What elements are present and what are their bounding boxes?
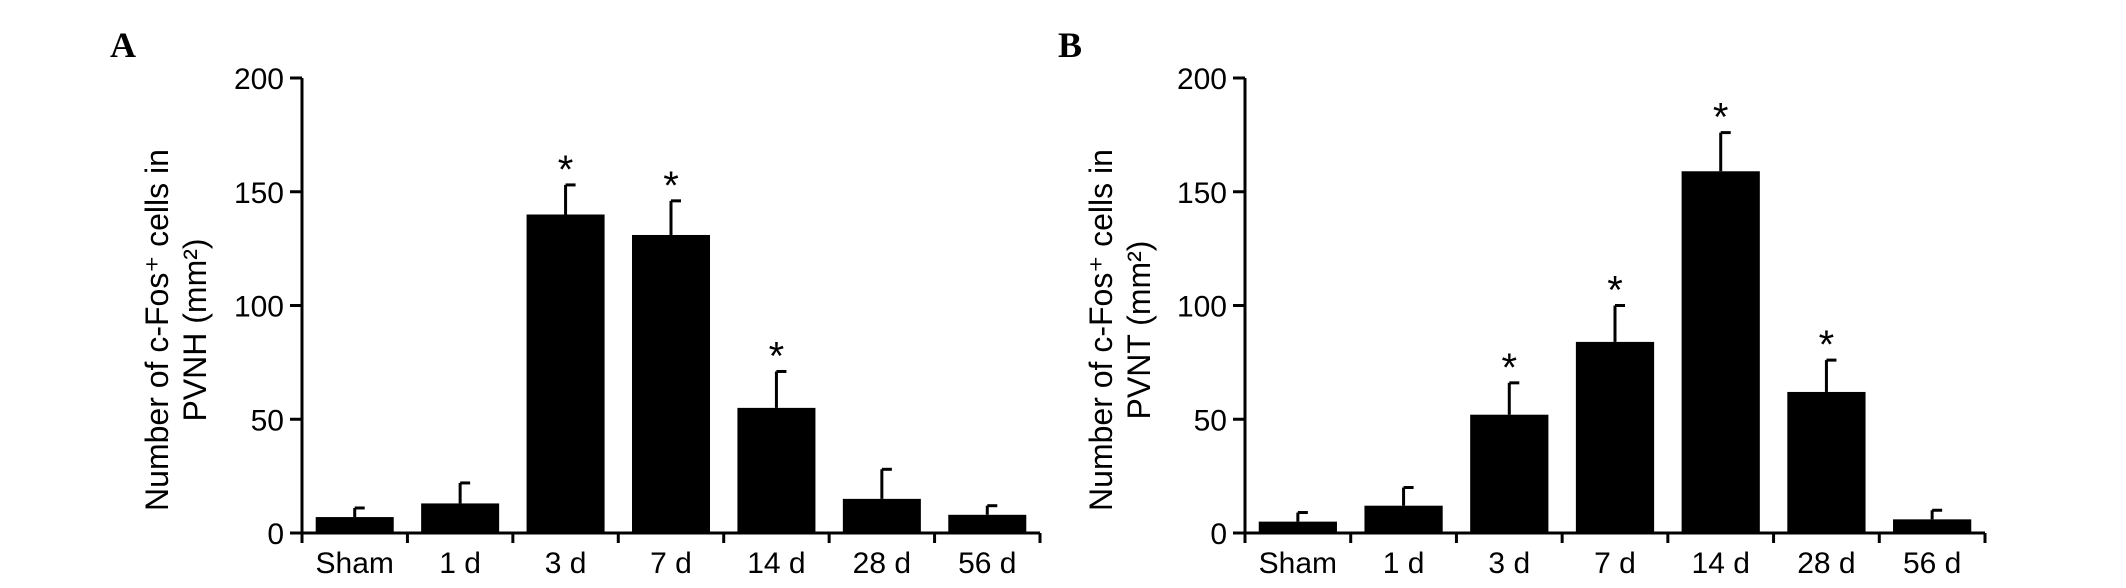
panel-b-y-axis-label-line1: Number of c-Fos⁺ cells in (1083, 149, 1119, 511)
panel-b-y-tick-label: 150 (1177, 177, 1227, 210)
panel-a-y-tick-label: 0 (267, 518, 284, 551)
panel-b-y-tick-label: 200 (1177, 63, 1227, 96)
panel-a-x-tick-label: 56 d (958, 547, 1016, 580)
panel-a-bar (948, 514, 1027, 533)
panel-a-x-tick-label: 1 d (439, 547, 481, 580)
panel-a-x-tick-label: 14 d (747, 547, 805, 580)
panel-b-x-tick-label: 3 d (1488, 547, 1530, 580)
panel-b-x-tick-label: 1 d (1383, 547, 1425, 580)
panel-a-letter: A (110, 25, 136, 65)
panel-b-x-tick-label: 14 d (1692, 547, 1750, 580)
panel-b-x-tick-label: 7 d (1594, 547, 1636, 580)
panel-a-x-tick-label: 3 d (545, 547, 587, 580)
panel-b-y-tick-label: 50 (1194, 404, 1227, 437)
panel-b-bar (1364, 505, 1443, 533)
panel-b-bar (1258, 521, 1337, 533)
panel-a-y-axis-label-line1: Number of c-Fos⁺ cells in (139, 149, 175, 511)
panel-a-bar (315, 517, 394, 533)
panel-b-significance-marker: * (1819, 323, 1835, 367)
panel-b-bar (1470, 414, 1549, 533)
panel-a-significance-marker: * (558, 148, 574, 192)
panel-a-y-tick-label: 150 (234, 177, 284, 210)
panel-b-y-tick-label: 0 (1210, 518, 1227, 551)
panel-a-bar (842, 498, 921, 533)
panel-a-significance-marker: * (663, 164, 679, 208)
panel-b-significance-marker: * (1607, 269, 1623, 313)
panel-b-y-axis-label-line2: PVNT (mm²) (1121, 241, 1157, 420)
panel-a-x-tick-label: 7 d (650, 547, 692, 580)
panel-a-bar (421, 503, 500, 533)
panel-a-y-axis-label-line2: PVNH (mm²) (177, 238, 213, 421)
panel-a-bar (631, 234, 711, 533)
panel-a-significance-marker: * (769, 334, 785, 378)
panel-b-bar (1787, 391, 1866, 533)
panel-a-x-tick-label: 28 d (853, 547, 911, 580)
panel-b-significance-marker: * (1501, 346, 1517, 390)
panel-b-significance-marker: * (1713, 96, 1729, 140)
panel-b-x-tick-label: 28 d (1797, 547, 1855, 580)
panel-a-y-tick-label: 100 (234, 291, 284, 324)
panel-a-bar (737, 407, 816, 533)
panel-a-y-tick-label: 200 (234, 63, 284, 96)
panel-b-x-tick-label: 56 d (1903, 547, 1961, 580)
panel-b-bar (1681, 171, 1760, 533)
panel-a-y-tick-label: 50 (251, 404, 284, 437)
panel-b-bar (1893, 519, 1972, 533)
panel-b-bar (1575, 341, 1655, 533)
panel-b-y-tick-label: 100 (1177, 291, 1227, 324)
panel-a-x-tick-label: Sham (316, 547, 394, 580)
panel-a-chart: A Number of c-Fos⁺ cells in PVNH (mm²) 0… (110, 25, 1042, 580)
panel-b-chart: B Number of c-Fos⁺ cells in PVNT (mm²) 0… (1058, 25, 1987, 580)
panel-b-x-tick-label: Sham (1259, 547, 1337, 580)
panel-b-letter: B (1058, 25, 1082, 65)
panel-a-bar (526, 214, 605, 533)
